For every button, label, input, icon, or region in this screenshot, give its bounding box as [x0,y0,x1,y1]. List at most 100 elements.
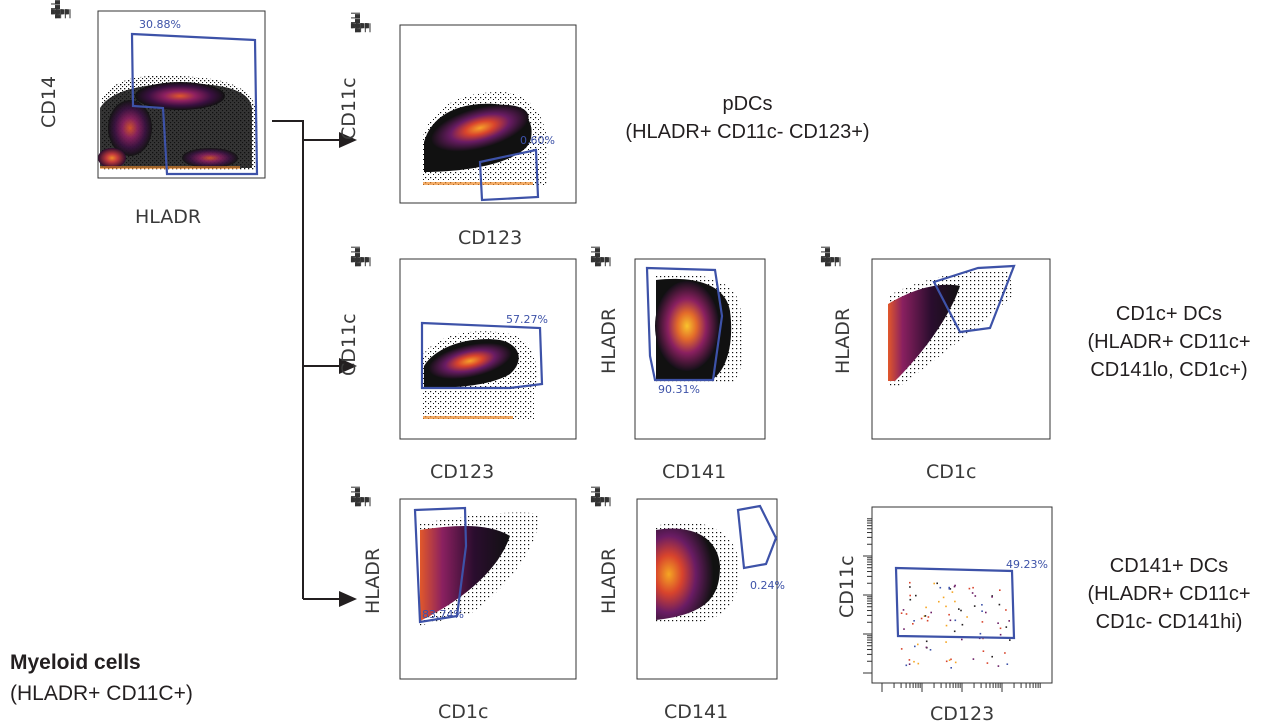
scatter-point [971,592,974,594]
plot-hladr-vs-cd1c: CD1c HLADR [820,246,1055,486]
plot-cd11c-vs-cd123: 57.27% CD123 CD11c [338,246,590,486]
scatter-point [991,596,993,598]
axis-ticks [590,246,611,267]
scatter-point [981,610,983,612]
scatter-point [1005,626,1008,628]
axis-ticks [51,0,71,19]
scatter-point [925,640,928,643]
scatter-point [948,586,950,589]
scatter-point [950,667,952,669]
scatter-point [966,616,968,618]
axis-ticks [590,486,611,507]
scatter-point [953,630,956,633]
scatter-point [997,665,1000,667]
scatter-point [926,619,929,622]
scatter-point [973,605,976,607]
scatter-point [917,662,920,665]
axis-ticks [350,486,371,507]
scatter-point [982,650,985,652]
scatter-point [949,588,952,590]
plot-cd11c-vs-cd123-pdc: 0.60% CD123 CD11c [338,12,590,252]
y-axis-label: CD11c [338,77,360,140]
scatter-point [960,609,962,612]
scatter-point [908,659,911,661]
plot-hladr-vs-cd141: 90.31% CD141 HLADR [590,246,770,486]
scatter-point [909,594,911,597]
scatter-point [909,586,911,588]
scatter-point [999,633,1002,636]
scatter-point [908,663,911,665]
scatter-point [909,581,911,584]
scatter-point [939,586,942,589]
scatter-point [972,658,975,660]
gate-percent-label: 83.74% [422,608,464,621]
scatter-point [912,623,914,625]
scatter-point [1005,609,1007,611]
scatter-point [950,658,952,661]
y-axis-label: HLADR [362,547,384,614]
scatter-point [924,615,927,617]
scatter-point [915,594,917,597]
scatter-point [913,660,915,663]
x-axis-label: CD123 [930,703,995,725]
scatter-point [938,600,940,603]
scatter-point [909,598,912,601]
cd1c-dc-title: CD1c+ DCs [1115,303,1223,325]
scatter-point [979,632,982,635]
scatter-point [974,595,977,597]
y-axis-label: HLADR [598,547,620,614]
scatter-point [900,648,903,650]
scatter-point [991,595,993,597]
myeloid-cells-subtitle: (HLADR+ CD11C+) [10,682,193,705]
plot-cd14-vs-hladr: 30.88% HLADR CD14 [38,0,270,228]
scatter-point [998,603,1001,606]
scatter-point [954,600,956,603]
scatter-point [999,589,1001,591]
cd141-dc-line3: CD1c- CD141hi) [1095,611,1243,633]
scatter-point [900,612,903,614]
x-axis-label: CD141 [662,461,727,483]
scatter-point [936,582,938,585]
scatter-point [981,621,984,623]
scatter-point [954,661,957,664]
plot-hladr-vs-cd141-cd141-branch: 0.24% CD141 HLADR [590,486,790,726]
scatter-point [1009,639,1011,641]
gate-percent-label: 90.31% [658,383,700,396]
scatter-point [945,605,947,608]
scatter-point [954,619,957,622]
scatter-point [968,587,971,590]
pdc-title: pDCs [722,93,773,115]
scatter-point [920,617,923,620]
y-axis-label: CD11c [338,313,360,376]
scatter-point [913,620,915,622]
cd1c-dc-description: CD1c+ DCs (HLADR+ CD11c+ CD141lo, CD1c+) [1060,300,1278,384]
plot-cd11c-vs-cd123-sparse: 49.23% CD123 CD11c [830,500,1055,727]
sparse-scatter-points [900,581,1011,669]
x-axis-label: CD1c [438,701,489,723]
cd141-dc-description: CD141+ DCs (HLADR+ CD11c+ CD1c- CD141hi) [1060,552,1278,636]
scatter-point [945,641,947,643]
scatter-point [972,586,974,589]
scatter-point [948,613,950,616]
scatter-point [927,616,930,618]
scatter-point [905,664,908,667]
scatter-point [1008,620,1010,622]
scatter-point [961,623,964,626]
scatter-point [1004,652,1006,654]
pdc-subtitle: (HLADR+ CD11c- CD123+) [625,121,870,143]
scatter-point [999,627,1002,630]
scatter-point [905,613,908,615]
axis-ticks [820,246,841,267]
scatter-point [949,619,952,622]
scatter-point [945,660,948,663]
pdc-description: pDCs (HLADR+ CD11c- CD123+) [595,90,900,146]
scatter-point [930,611,932,614]
scatter-point [902,609,905,611]
gate-percent-label: 49.23% [1006,558,1048,571]
y-axis-label: CD11c [836,555,858,618]
scatter-point [945,624,948,627]
scatter-point [954,584,956,587]
scatter-point [903,628,905,630]
scatter-point [933,582,935,585]
